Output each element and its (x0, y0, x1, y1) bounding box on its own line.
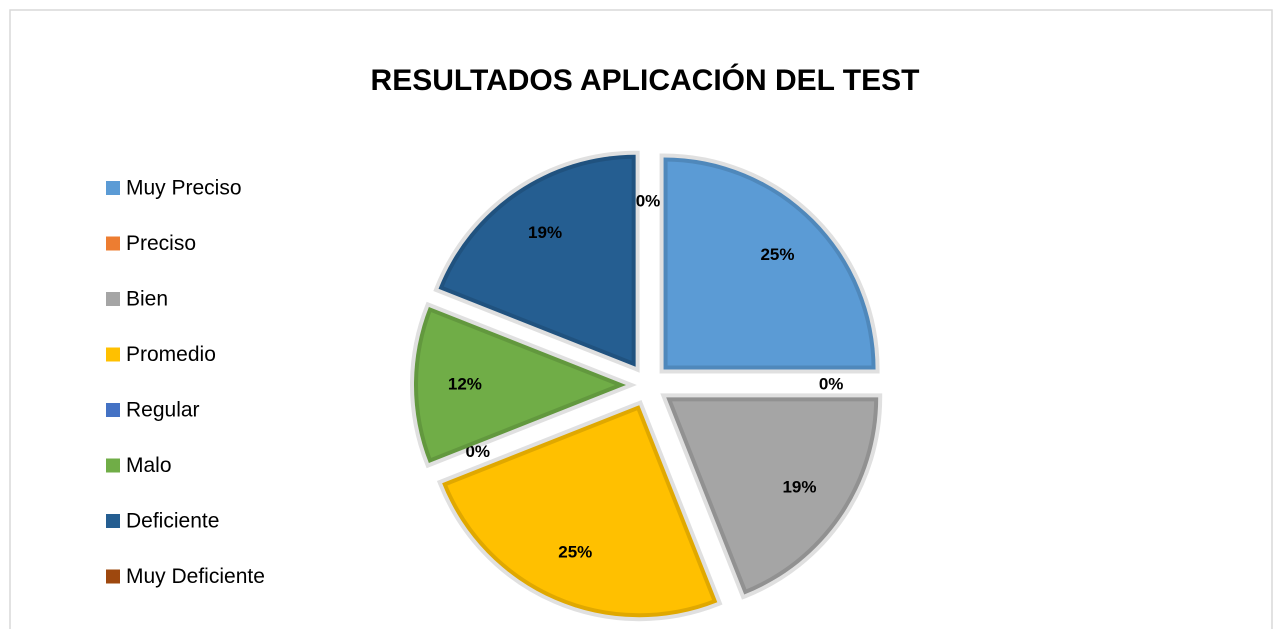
pie-slice (659, 153, 880, 374)
legend-label: Regular (126, 399, 200, 422)
data-label: 19% (782, 477, 816, 496)
legend-swatch (106, 514, 120, 528)
legend-swatch (106, 347, 120, 362)
legend-swatch (106, 181, 120, 195)
legend-swatch (106, 236, 120, 251)
data-label: 0% (636, 191, 661, 210)
legend-label: Malo (126, 454, 172, 477)
legend-swatch (106, 292, 120, 306)
data-label: 12% (448, 374, 482, 393)
data-label: 0% (819, 374, 844, 393)
pie-slice (433, 150, 640, 373)
legend-label: Muy Deficiente (126, 565, 265, 588)
data-label: 25% (558, 543, 592, 562)
pie-slice (410, 301, 637, 469)
legend-label: Promedio (126, 343, 216, 366)
legend-label: Preciso (126, 232, 196, 255)
legend-label: Deficiente (126, 510, 219, 533)
data-label: 19% (528, 223, 562, 242)
pie-slice (436, 399, 723, 622)
legend-label: Muy Preciso (126, 177, 242, 200)
chart-title: RESULTADOS APLICACIÓN DEL TEST (371, 63, 920, 97)
data-label: 25% (760, 245, 794, 264)
legend-label: Bien (126, 288, 168, 311)
legend-swatch (106, 458, 120, 473)
legend-swatch (106, 569, 120, 584)
pie-slice (660, 393, 883, 600)
legend-swatch (106, 403, 120, 417)
data-label: 0% (465, 442, 490, 461)
